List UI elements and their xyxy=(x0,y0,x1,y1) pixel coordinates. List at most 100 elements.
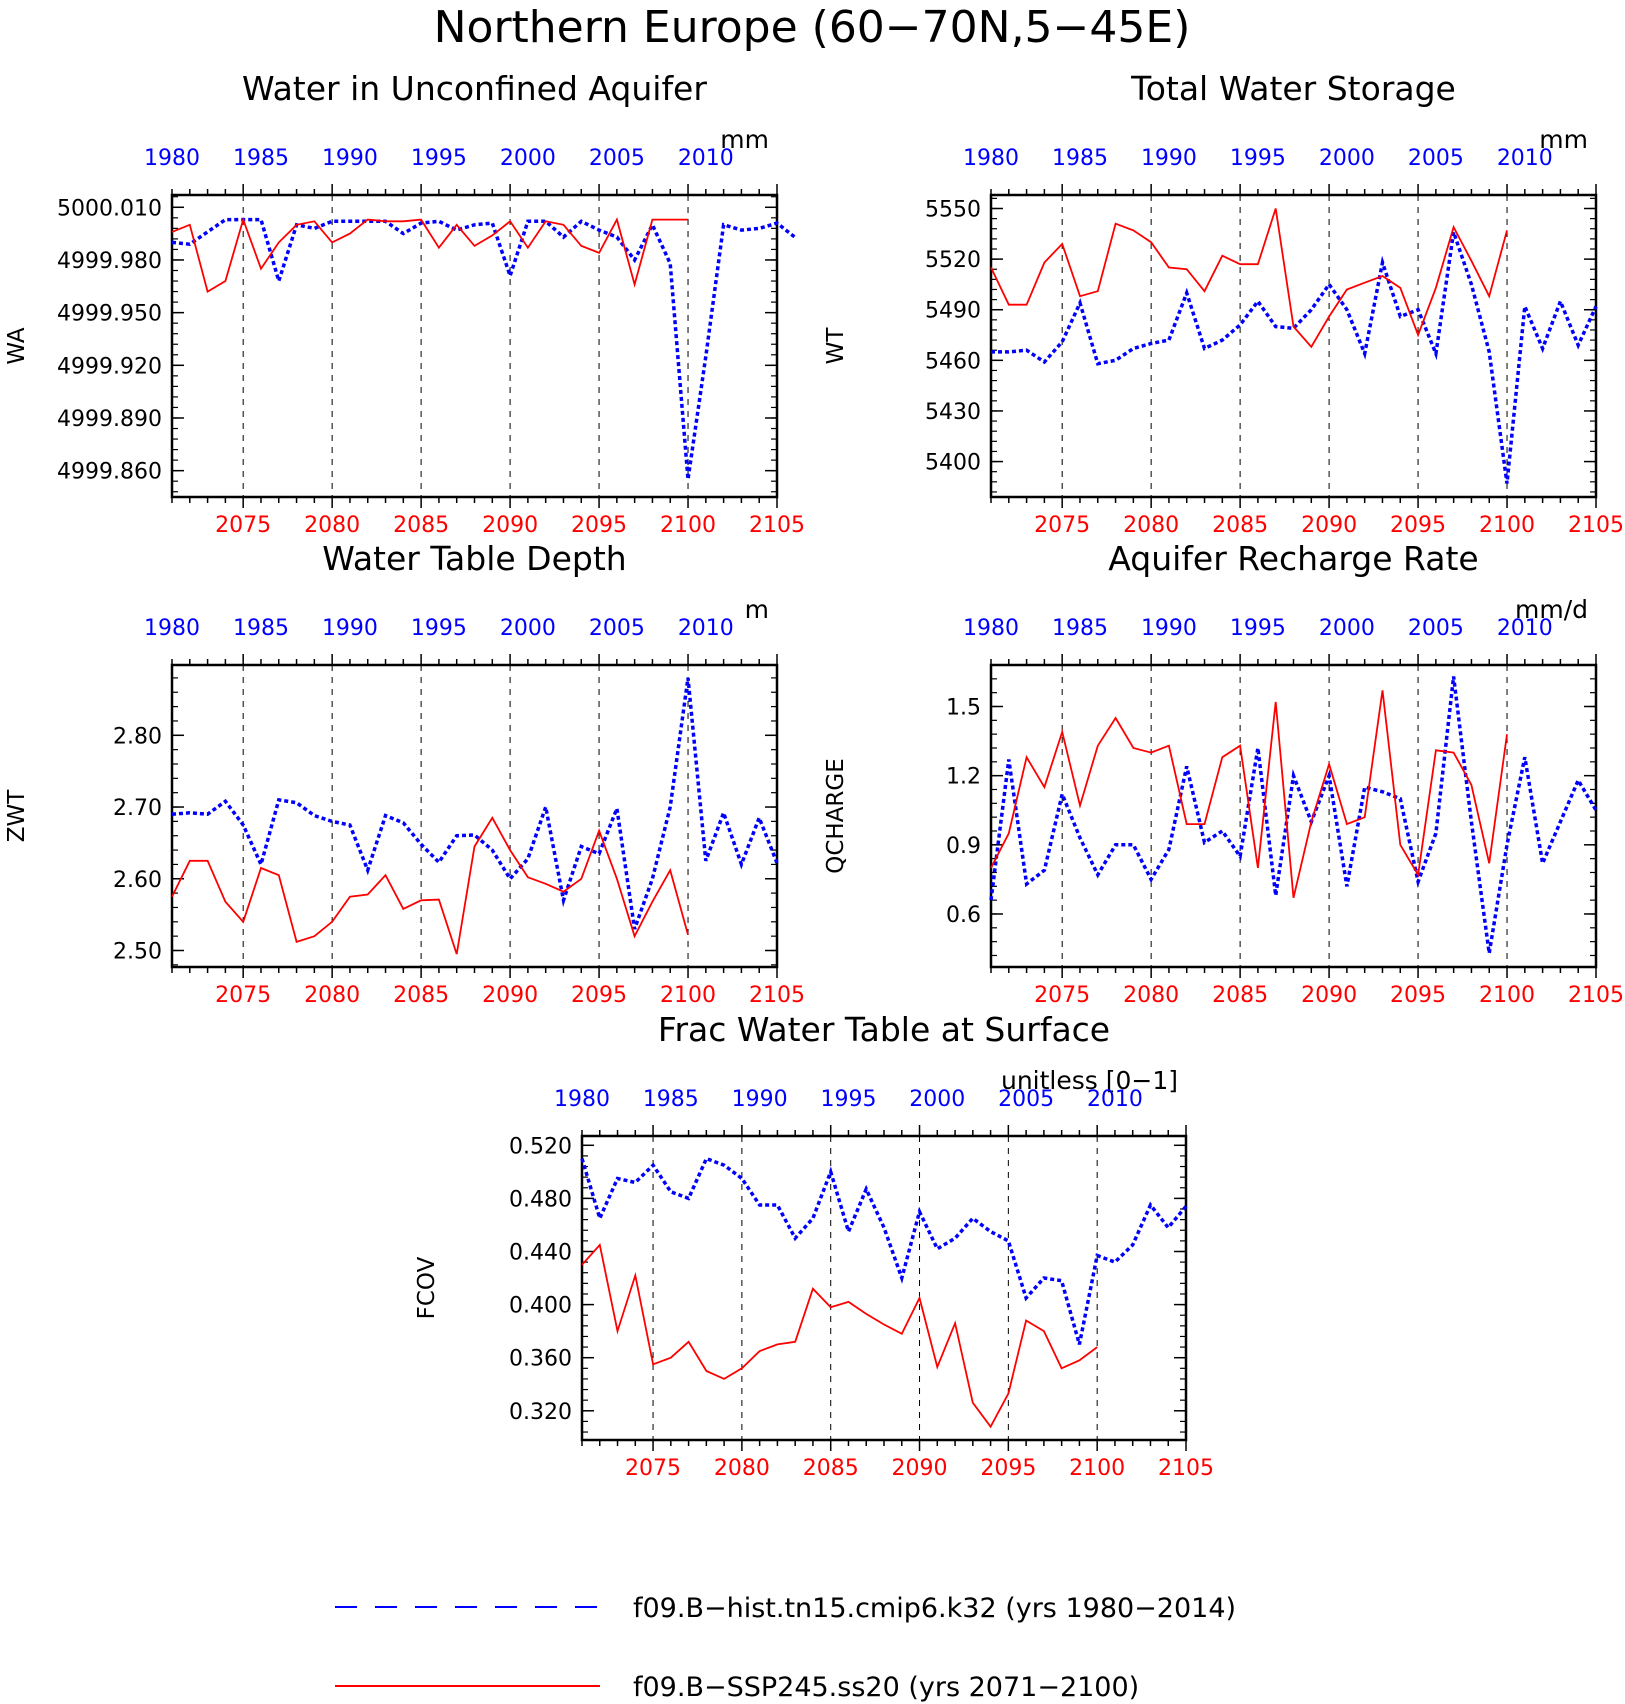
x-tick-label-top: 2000 xyxy=(909,1087,965,1112)
x-tick-label-bottom: 2080 xyxy=(714,1456,770,1481)
x-tick-label-bottom: 2100 xyxy=(660,983,716,1008)
units-label: mm xyxy=(720,125,769,154)
y-axis-label: WT xyxy=(823,327,849,365)
x-tick-label-top: 1995 xyxy=(820,1087,876,1112)
x-tick-label-top: 1985 xyxy=(643,1087,699,1112)
x-tick-label-bottom: 2075 xyxy=(1034,513,1090,538)
panel-aquifer-recharge-rate: Aquifer Recharge Rate mm/d QCHARGE 2075 2080… xyxy=(823,539,1624,1008)
y-tick-label: 0.360 xyxy=(509,1347,572,1372)
y-tick-label: 2.60 xyxy=(113,868,162,893)
panel-title: Water in Unconfined Aquifer xyxy=(242,69,707,108)
x-tick-label-bottom: 2085 xyxy=(1212,513,1268,538)
legend: f09.B−hist.tn15.cmip6.k32 (yrs 1980−2014… xyxy=(335,1593,1236,1703)
figure-title: Northern Europe (60−70N,5−45E) xyxy=(434,2,1191,53)
panel-title: Total Water Storage xyxy=(1130,69,1456,108)
y-tick-label: 2.70 xyxy=(113,796,162,821)
panel-title: Aquifer Recharge Rate xyxy=(1108,539,1478,578)
y-tick-label: 5520 xyxy=(925,248,981,273)
x-tick-label-top: 2005 xyxy=(998,1087,1054,1112)
y-tick-label: 0.480 xyxy=(509,1187,572,1212)
y-tick-label: 4999.890 xyxy=(57,407,162,432)
series-ssp-line xyxy=(990,208,1508,349)
plot-frame xyxy=(170,193,779,499)
y-axis-label: ZWT xyxy=(4,789,30,842)
x-tick-label-bottom: 2080 xyxy=(1123,983,1179,1008)
units-label: unitless [0−1] xyxy=(1001,1066,1178,1095)
x-tick-label-top: 1985 xyxy=(233,616,289,641)
x-tick-label-bottom: 2090 xyxy=(482,513,538,538)
x-tick-label-top: 2010 xyxy=(1087,1087,1143,1112)
series-hist-line xyxy=(989,676,1598,954)
y-tick-label: 0.320 xyxy=(509,1400,572,1425)
x-tick-label-top: 1980 xyxy=(144,616,200,641)
y-tick-label: 0.440 xyxy=(509,1240,572,1265)
x-tick-label-top: 2005 xyxy=(589,616,645,641)
y-tick-label: 5000.010 xyxy=(57,196,162,221)
plot-frame xyxy=(170,663,779,969)
y-tick-label: 1.2 xyxy=(946,765,981,790)
x-tick-label-bottom: 2085 xyxy=(803,1456,859,1481)
y-tick-label: 0.9 xyxy=(946,834,981,859)
y-tick-label: 0.400 xyxy=(509,1294,572,1319)
x-tick-label-top: 1990 xyxy=(322,146,378,171)
x-tick-label-bottom: 2080 xyxy=(304,983,360,1008)
x-tick-label-bottom: 2105 xyxy=(749,983,805,1008)
y-tick-label: 1.5 xyxy=(946,695,981,720)
x-tick-label-top: 1990 xyxy=(1141,146,1197,171)
panel-title: Frac Water Table at Surface xyxy=(658,1010,1110,1049)
panel-water-in-unconfined-aquifer: Water in Unconfined Aquifer mm WA 2075 2080 2… xyxy=(4,69,805,538)
x-tick-label-top: 1995 xyxy=(1230,616,1286,641)
series-ssp-line xyxy=(171,816,689,955)
y-tick-label: 5490 xyxy=(925,299,981,324)
series-hist-line xyxy=(171,217,796,480)
series-hist-line xyxy=(991,231,1598,484)
x-tick-label-top: 1980 xyxy=(554,1087,610,1112)
x-tick-label-top: 1990 xyxy=(732,1087,788,1112)
x-tick-label-bottom: 2105 xyxy=(1568,983,1624,1008)
x-tick-label-bottom: 2105 xyxy=(749,513,805,538)
series-ssp-line xyxy=(171,216,688,293)
x-tick-label-bottom: 2095 xyxy=(980,1456,1036,1481)
legend-hist-label: f09.B−hist.tn15.cmip6.k32 (yrs 1980−2014… xyxy=(633,1593,1236,1624)
x-tick-label-bottom: 2085 xyxy=(1212,983,1268,1008)
x-tick-label-top: 2010 xyxy=(1497,146,1553,171)
units-label: mm xyxy=(1539,125,1588,154)
units-label: m xyxy=(745,595,769,624)
units-label: mm/d xyxy=(1515,595,1588,624)
x-tick-label-top: 1985 xyxy=(1052,146,1108,171)
y-tick-label: 5400 xyxy=(925,451,981,476)
x-tick-label-bottom: 2075 xyxy=(1034,983,1090,1008)
x-tick-label-bottom: 2095 xyxy=(1390,513,1446,538)
x-tick-label-top: 1990 xyxy=(1141,616,1197,641)
x-tick-label-bottom: 2090 xyxy=(892,1456,948,1481)
x-tick-label-top: 1985 xyxy=(1052,616,1108,641)
x-tick-label-bottom: 2105 xyxy=(1568,513,1624,538)
x-tick-label-top: 2000 xyxy=(1319,616,1375,641)
y-tick-label: 0.520 xyxy=(509,1134,572,1159)
y-tick-label: 4999.920 xyxy=(57,354,162,379)
x-tick-label-bottom: 2095 xyxy=(1390,983,1446,1008)
x-tick-label-bottom: 2090 xyxy=(1301,983,1357,1008)
x-tick-label-top: 2010 xyxy=(1497,616,1553,641)
x-tick-label-top: 1995 xyxy=(1230,146,1286,171)
y-tick-label: 0.6 xyxy=(946,903,981,928)
x-tick-label-bottom: 2095 xyxy=(571,513,627,538)
x-tick-label-bottom: 2095 xyxy=(571,983,627,1008)
x-tick-label-bottom: 2090 xyxy=(482,983,538,1008)
x-tick-label-top: 2005 xyxy=(1408,146,1464,171)
y-tick-label: 2.80 xyxy=(113,724,162,749)
x-tick-label-bottom: 2075 xyxy=(215,513,271,538)
x-tick-label-bottom: 2080 xyxy=(304,513,360,538)
plot-frame xyxy=(989,663,1598,969)
series-ssp-line xyxy=(581,1242,1098,1429)
y-tick-label: 2.50 xyxy=(113,940,162,965)
plot-frame xyxy=(580,1134,1188,1442)
x-tick-label-top: 2000 xyxy=(500,616,556,641)
y-axis-label: QCHARGE xyxy=(823,758,849,874)
x-tick-label-top: 1990 xyxy=(322,616,378,641)
y-tick-label: 5460 xyxy=(925,349,981,374)
y-axis-label: WA xyxy=(4,327,30,364)
x-tick-label-bottom: 2090 xyxy=(1301,513,1357,538)
x-tick-label-bottom: 2100 xyxy=(1069,1456,1125,1481)
